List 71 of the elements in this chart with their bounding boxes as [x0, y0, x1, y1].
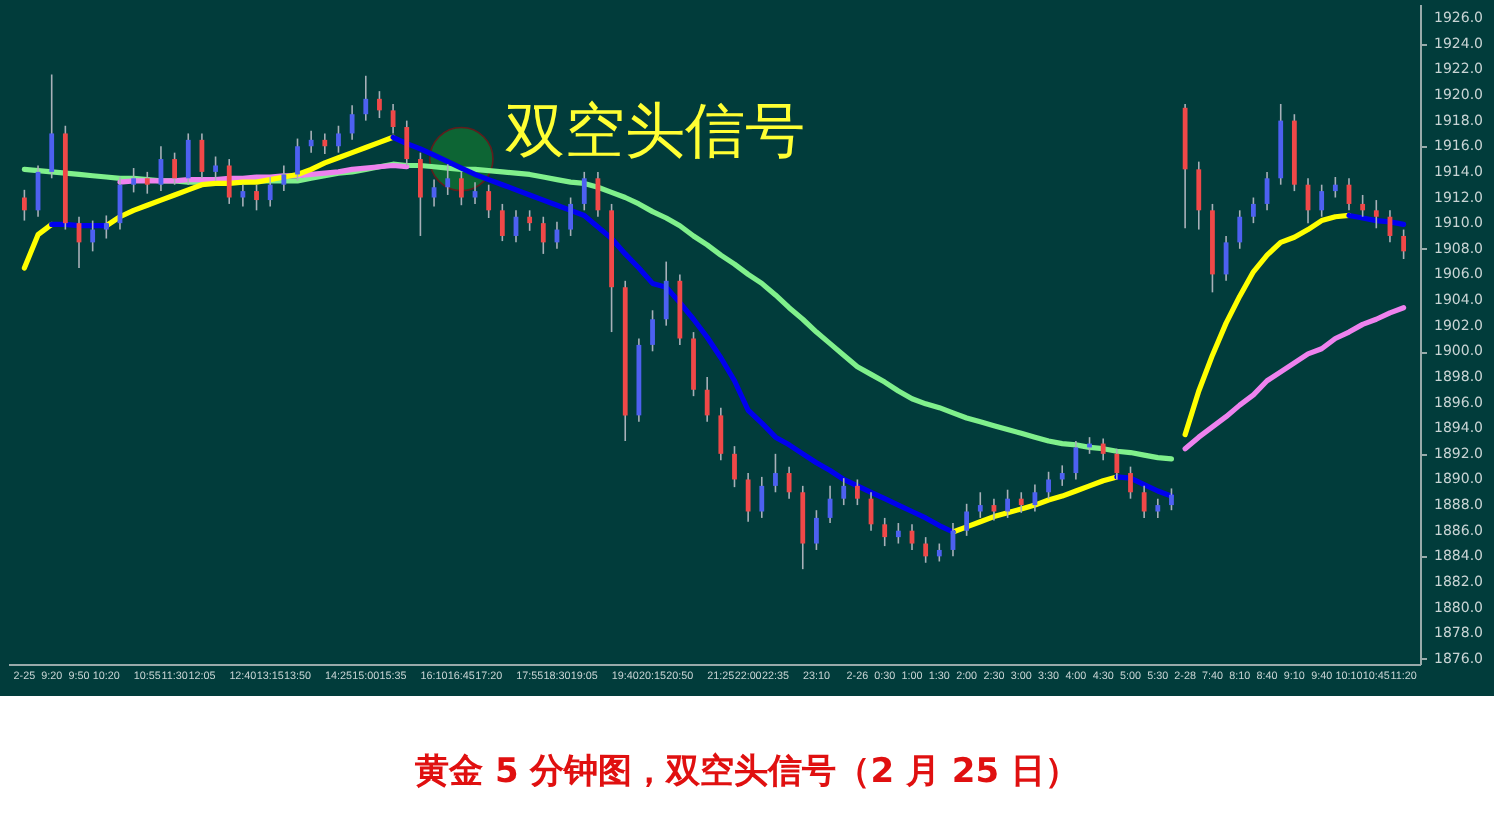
candlestick	[1005, 488, 1010, 519]
candlestick	[1319, 183, 1325, 218]
candlestick	[322, 132, 328, 155]
candlestick	[1128, 465, 1133, 500]
candlestick	[663, 260, 669, 327]
candlestick	[49, 73, 55, 180]
candlestick	[267, 176, 273, 208]
candlestick	[814, 509, 819, 551]
candlestick	[1196, 160, 1202, 231]
candlestick	[895, 522, 901, 545]
candlestick	[458, 171, 464, 206]
candlestick	[431, 178, 437, 208]
candlestick	[486, 183, 492, 219]
candlestick	[240, 183, 246, 208]
candlestick	[704, 376, 710, 423]
candlestick	[172, 151, 177, 186]
candlestick	[964, 503, 970, 537]
candlestick	[213, 155, 218, 182]
candlestick	[21, 189, 27, 222]
candlestick	[1059, 464, 1065, 487]
candlestick	[1251, 196, 1256, 224]
candlestick	[445, 163, 451, 196]
candlestick	[568, 196, 574, 237]
candlestick	[854, 478, 860, 506]
candlestick	[732, 445, 737, 488]
candlestick	[144, 171, 150, 195]
candlestick	[773, 453, 778, 494]
candlestick	[923, 536, 929, 564]
candlestick	[1373, 199, 1379, 230]
candlestick	[1018, 491, 1024, 514]
candlestick	[1401, 228, 1407, 260]
candlestick	[90, 219, 96, 253]
candlestick	[295, 137, 300, 182]
candlestick	[418, 151, 423, 237]
candlestick	[404, 119, 410, 167]
candlestick	[103, 214, 109, 240]
annotation: 双空头信号	[505, 97, 806, 168]
candlestick	[1141, 485, 1147, 519]
candlestick	[650, 309, 655, 353]
candlestick	[1332, 176, 1338, 199]
candlestick	[1169, 487, 1174, 512]
candlestick	[226, 158, 232, 205]
candlestick	[1237, 209, 1243, 250]
candlestick	[1073, 440, 1079, 481]
candlestick	[349, 104, 355, 141]
candlestick	[841, 477, 847, 506]
text: 黄金 5 分钟图，双空头信号（2 月 25 日）	[413, 750, 1081, 794]
candlestick	[1155, 497, 1161, 519]
candlestick	[718, 406, 724, 462]
candlestick	[786, 465, 792, 500]
candlestick	[581, 171, 587, 212]
candlestick	[281, 164, 287, 192]
candlestick	[499, 203, 505, 242]
candlestick	[377, 90, 382, 119]
candlestick	[131, 167, 137, 194]
candlestick	[1046, 470, 1051, 500]
candlestick	[363, 74, 369, 122]
candlestick	[1360, 194, 1366, 218]
candlestick	[472, 181, 478, 205]
candlestick	[336, 124, 341, 154]
candlestick	[185, 132, 191, 186]
candlestick	[540, 215, 546, 255]
candlestick	[254, 183, 259, 212]
candlestick	[1100, 437, 1106, 462]
candlestick	[882, 517, 888, 547]
candlestick	[1114, 447, 1120, 481]
candlestick	[977, 491, 983, 519]
candlestick	[745, 472, 751, 523]
candlestick	[759, 476, 765, 519]
candlestick	[308, 130, 314, 154]
candlestick	[527, 209, 533, 232]
